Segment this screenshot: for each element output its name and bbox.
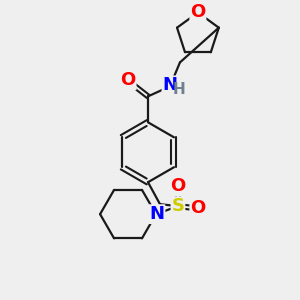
- Text: N: N: [163, 76, 178, 94]
- Text: H: H: [172, 82, 185, 97]
- Text: O: O: [190, 2, 206, 20]
- Text: O: O: [120, 71, 136, 89]
- Text: S: S: [172, 197, 184, 215]
- Text: O: O: [170, 177, 186, 195]
- Text: O: O: [190, 199, 206, 217]
- Text: N: N: [149, 205, 164, 223]
